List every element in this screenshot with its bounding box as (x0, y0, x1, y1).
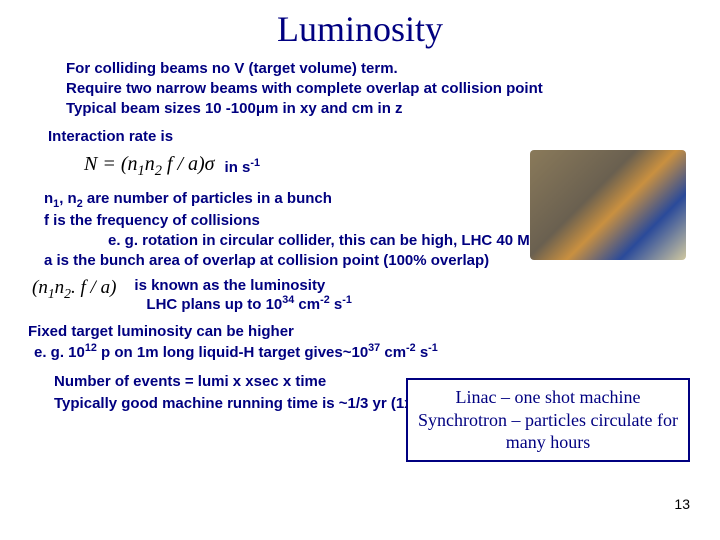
luminosity-row: (n1n2. f / a) is known as the luminosity… (32, 277, 692, 313)
rate-units: in s-1 (225, 157, 260, 176)
accelerator-photo (530, 150, 686, 260)
callout-line-1: Linac – one shot machine (416, 386, 680, 409)
luminosity-text-2: LHC plans up to 1034 cm-2 s-1 (146, 294, 351, 313)
callout-line-2: Synchrotron – particles circulate for ma… (416, 409, 680, 454)
page-number: 13 (674, 496, 690, 512)
fixed-target-block: Fixed target luminosity can be higher e.… (28, 323, 692, 364)
luminosity-formula: (n1n2. f / a) (32, 277, 116, 302)
fixed-line-1: Fixed target luminosity can be higher (28, 323, 692, 342)
page-title: Luminosity (28, 8, 692, 50)
callout-box: Linac – one shot machine Synchrotron – p… (406, 378, 690, 462)
intro-line-2: Require two narrow beams with complete o… (66, 80, 692, 99)
intro-line-3: Typical beam sizes 10 -100μm in xy and c… (66, 100, 692, 119)
rate-formula: N = (n1n2 f / a)σ (84, 153, 215, 180)
intro-line-1: For colliding beams no V (target volume)… (66, 60, 692, 79)
rate-label: Interaction rate is (48, 128, 692, 147)
intro-block: For colliding beams no V (target volume)… (66, 60, 692, 118)
fixed-line-2: e. g. 1012 p on 1m long liquid-H target … (34, 342, 692, 363)
luminosity-text-1: is known as the luminosity (134, 277, 351, 294)
